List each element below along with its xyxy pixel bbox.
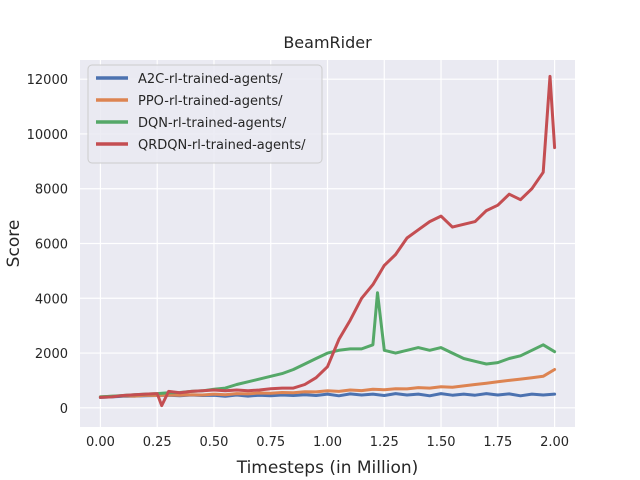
- series-line-3: [98, 74, 557, 408]
- x-tick-label: 0.00: [86, 435, 115, 450]
- y-tick-label: 12000: [27, 73, 68, 88]
- x-tick-label: 0.25: [143, 435, 172, 450]
- x-tick-label: 2.00: [540, 435, 569, 450]
- y-tick-label: 8000: [35, 183, 68, 198]
- x-tick-label: 1.75: [483, 435, 512, 450]
- legend-box: [87, 64, 323, 164]
- y-tick-label: 10000: [27, 128, 68, 143]
- legend-label: PPO-rl-trained-agents/: [138, 94, 283, 109]
- legend-label: DQN-rl-trained-agents/: [138, 116, 287, 131]
- x-tick-label: 1.25: [370, 435, 399, 450]
- y-tick-label: 0: [60, 402, 68, 417]
- y-tick-label: 2000: [35, 347, 68, 362]
- tick-labels: 0.00 0.25 0.50 0.75 1.00 1.25 1.50 1.75 2.00 0 200…: [27, 73, 569, 450]
- series-layer: [98, 74, 557, 408]
- legend: A2C-rl-trained-agents/PPO-rl-trained-age…: [87, 64, 323, 164]
- y-tick-label: 6000: [35, 238, 68, 253]
- x-tick-label: 1.00: [313, 435, 342, 450]
- y-axis-label: Score: [4, 220, 24, 268]
- legend-label: QRDQN-rl-trained-agents/: [138, 138, 306, 153]
- chart-title: BeamRider: [283, 33, 372, 52]
- x-axis-label: Timesteps (in Million): [236, 458, 419, 478]
- x-tick-label: 0.50: [199, 435, 228, 450]
- x-tick-label: 0.75: [256, 435, 285, 450]
- x-tick-label: 1.50: [427, 435, 456, 450]
- legend-label: A2C-rl-trained-agents/: [138, 72, 283, 87]
- y-tick-label: 4000: [35, 292, 68, 307]
- series-line-1: [98, 368, 557, 399]
